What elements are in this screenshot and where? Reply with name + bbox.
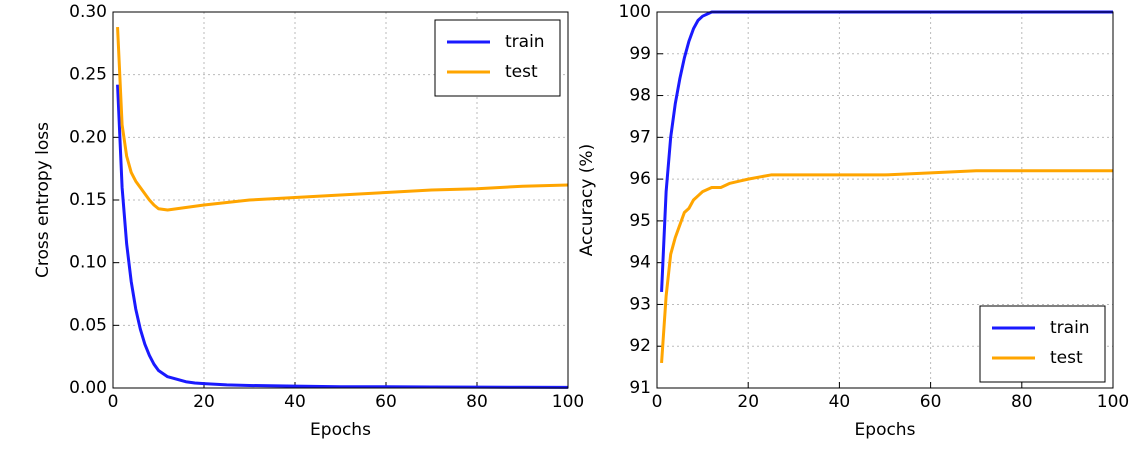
- y-tick-label: 98: [629, 86, 651, 106]
- x-tick-label: 40: [829, 392, 851, 412]
- y-axis-label: Accuracy (%): [577, 144, 597, 256]
- y-tick-label: 0.25: [69, 65, 107, 85]
- legend-box: [979, 305, 1106, 383]
- y-tick-label: 91: [629, 378, 651, 398]
- legend-label: train: [505, 32, 545, 52]
- y-tick-label: 0.10: [69, 253, 107, 273]
- y-tick-label: 0.20: [69, 127, 107, 147]
- y-tick-label: 93: [629, 294, 651, 314]
- x-tick-label: 80: [466, 392, 488, 412]
- y-tick-label: 0.00: [69, 378, 107, 398]
- legend-label: test: [505, 62, 538, 82]
- y-axis-label: Cross entropy loss: [33, 122, 53, 278]
- x-tick-label: 20: [737, 392, 759, 412]
- y-tick-label: 0.30: [69, 2, 107, 22]
- y-tick-label: 99: [629, 44, 651, 64]
- axes-frame: [656, 11, 1114, 389]
- x-tick-label: 20: [193, 392, 215, 412]
- x-tick-label: 0: [108, 392, 119, 412]
- y-tick-label: 92: [629, 336, 651, 356]
- x-axis-label: Epochs: [310, 420, 371, 440]
- x-tick-label: 60: [375, 392, 397, 412]
- line-series: [116, 84, 569, 389]
- x-tick-label: 0: [652, 392, 663, 412]
- axes-frame: [112, 11, 569, 389]
- x-axis-label: Epochs: [855, 420, 916, 440]
- y-tick-label: 96: [629, 169, 651, 189]
- legend-label: test: [1050, 348, 1083, 368]
- x-tick-label: 100: [1097, 392, 1129, 412]
- x-tick-label: 40: [284, 392, 306, 412]
- x-tick-label: 60: [920, 392, 942, 412]
- legend-box: [434, 19, 561, 97]
- x-tick-label: 100: [552, 392, 584, 412]
- line-series: [660, 169, 1113, 364]
- y-tick-label: 0.15: [69, 190, 107, 210]
- y-tick-label: 97: [629, 127, 651, 147]
- y-tick-label: 0.05: [69, 315, 107, 335]
- line-series: [116, 26, 569, 212]
- y-tick-label: 94: [629, 253, 651, 273]
- y-tick-label: 100: [619, 2, 651, 22]
- y-tick-label: 95: [629, 211, 651, 231]
- x-tick-label: 80: [1011, 392, 1033, 412]
- legend-label: train: [1050, 318, 1090, 338]
